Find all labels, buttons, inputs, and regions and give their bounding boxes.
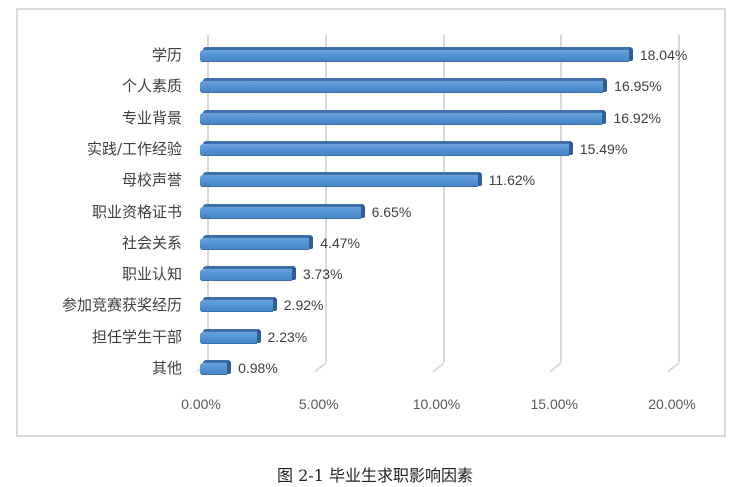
bar-top (203, 172, 481, 177)
bar-top (203, 360, 231, 364)
gridline (560, 35, 563, 362)
bar-face (200, 300, 273, 313)
value-label: 3.73% (302, 266, 343, 283)
bar-face (200, 112, 603, 125)
value-label: 16.95% (614, 78, 662, 95)
bar-top (203, 328, 260, 333)
x-tick-label: 5.00% (298, 396, 339, 412)
bar-top (203, 234, 313, 239)
bar-top (203, 297, 276, 302)
gridline (207, 35, 209, 362)
x-tick-label: 10.00% (412, 396, 461, 412)
bar (200, 109, 607, 125)
bar (200, 360, 232, 375)
value-label: 6.65% (371, 203, 412, 220)
bar-top (203, 266, 295, 271)
bar (200, 234, 314, 250)
category-label: 学历 (151, 46, 182, 64)
category-label: 参加竞赛获奖经历 (61, 296, 182, 315)
category-label: 专业背景 (121, 108, 182, 127)
bar (200, 172, 482, 188)
bar-top (203, 203, 364, 208)
bar-face (200, 237, 310, 250)
bar-side (256, 329, 261, 343)
gridline (324, 35, 327, 362)
value-label: 16.92% (613, 109, 661, 126)
bar-face (200, 50, 629, 62)
category-label: 母校声誉 (121, 171, 182, 190)
value-label: 18.04% (639, 47, 688, 63)
value-label: 2.23% (267, 328, 308, 345)
category-label: 个人素质 (121, 77, 182, 96)
value-label: 4.47% (320, 234, 360, 251)
bar-top (203, 140, 572, 145)
bar-side (309, 235, 314, 249)
bar-side (360, 204, 365, 218)
bar-side (291, 267, 296, 281)
chart-frame (16, 8, 726, 437)
bar-side (272, 298, 277, 312)
bar-face (200, 363, 228, 375)
bar-face (200, 175, 478, 188)
bar-side (477, 173, 482, 187)
value-label: 0.98% (238, 360, 278, 376)
bar (200, 47, 633, 62)
bar (200, 140, 573, 156)
bar-side (602, 110, 607, 124)
bar (200, 297, 277, 313)
bar-face (200, 81, 604, 94)
value-label: 15.49% (579, 140, 628, 157)
value-label: 2.92% (283, 297, 324, 314)
category-label: 职业认知 (121, 265, 182, 284)
bar-face (200, 206, 361, 219)
x-tick-label: 0.00% (181, 396, 221, 412)
gridline (678, 35, 680, 362)
bar-top (203, 109, 606, 114)
category-label: 社会关系 (121, 233, 182, 252)
bar-top (203, 47, 632, 51)
figure-caption: 图 2-1 毕业生求职影响因素 (277, 466, 473, 485)
bar-side (603, 79, 608, 93)
bar-top (203, 78, 607, 83)
bar (200, 203, 365, 219)
bar-face (200, 143, 569, 156)
bar-side (628, 48, 633, 61)
bar-side (568, 141, 573, 155)
bar-side (227, 361, 232, 374)
category-label: 担任学生干部 (91, 327, 182, 346)
category-label: 实践/工作经验 (86, 139, 182, 158)
x-tick-label: 20.00% (648, 396, 696, 412)
value-label: 11.62% (488, 172, 536, 189)
category-label: 职业资格证书 (91, 202, 182, 221)
gridline (442, 35, 445, 362)
bar (200, 328, 261, 344)
bar (200, 266, 296, 282)
x-tick-label: 15.00% (530, 396, 578, 412)
bar (200, 78, 608, 94)
bar-face (200, 269, 292, 282)
category-label: 其他 (151, 359, 182, 377)
bar-face (200, 331, 257, 344)
